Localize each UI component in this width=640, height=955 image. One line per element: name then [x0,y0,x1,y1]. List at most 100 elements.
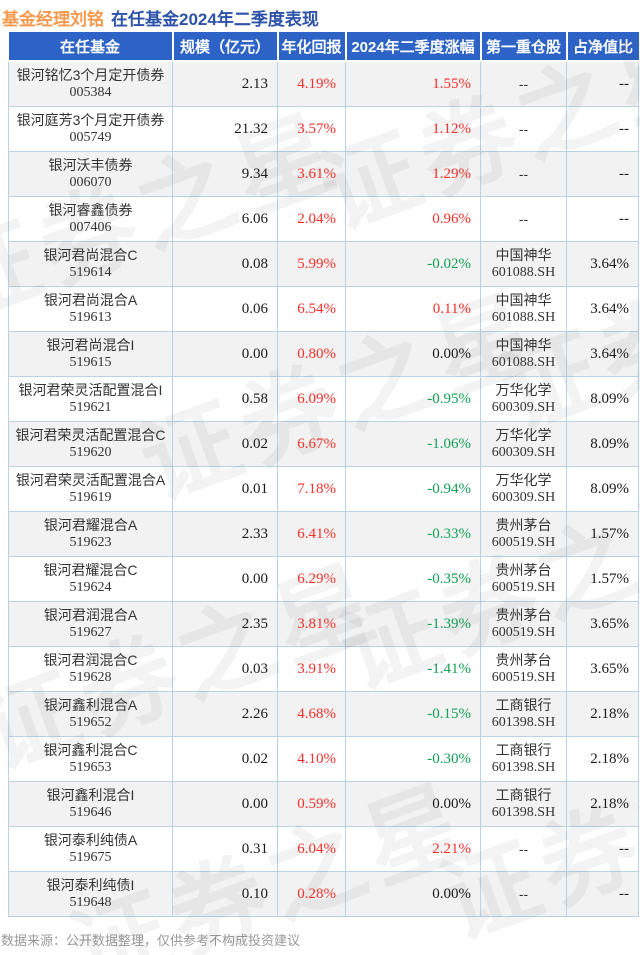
annual-return-cell: 3.81% [277,601,346,647]
q2-change-cell: -0.35% [345,556,481,602]
top-holding-cell: 工商银行 601398.SH [480,736,567,782]
top-holding-cell: 万华化学 600309.SH [480,421,567,467]
nav-ratio-cell: 3.65% [566,601,639,647]
holding-code: 601088.SH [491,355,556,370]
table-row: 银河鑫利混合C 519653 0.02 4.10% -0.30% 工商银行 601398.S… [8,736,639,782]
holding-name: 万华化学 [495,382,552,398]
scale-cell: 2.35 [172,601,278,647]
table-row: 银河鑫利混合I 519646 0.00 0.59% 0.00% 工商银行 601398.SH… [8,781,639,827]
fund-code: 007406 [69,220,112,235]
holding-name: 贵州茅台 [495,652,552,668]
fund-name: 银河君耀混合A [43,517,138,533]
fund-code: 519675 [69,850,112,865]
scale-cell: 0.02 [172,736,278,782]
q2-change-cell: 0.11% [345,286,481,332]
fund-name-cell: 银河君荣灵活配置混合A 519619 [8,466,173,512]
holding-name: 工商银行 [495,697,552,713]
nav-ratio-cell: 8.09% [566,466,639,512]
nav-ratio-cell: 2.18% [566,691,639,737]
annual-return-cell: 3.91% [277,646,346,692]
fund-name-cell: 银河君润混合C 519628 [8,646,173,692]
top-holding-cell: -- [480,60,567,107]
annual-return-cell: 6.67% [277,421,346,467]
scale-cell: 0.10 [172,871,278,917]
annual-return-cell: 6.29% [277,556,346,602]
table-row: 银河庭芳3个月定开债券 005749 21.32 3.57% 1.12% -- -- [8,106,639,152]
top-holding-cell: 万华化学 600309.SH [480,466,567,512]
column-header-q2-change: 2024年二季度涨幅 [345,32,482,62]
fund-code: 519648 [69,895,112,910]
table-row: 银河君荣灵活配置混合A 519619 0.01 7.18% -0.94% 万华化学 6003… [8,466,639,512]
nav-ratio-cell: 3.65% [566,646,639,692]
top-holding-cell: 贵州茅台 600519.SH [480,646,567,692]
q2-change-cell: 0.00% [345,781,481,827]
fund-code: 519646 [69,805,112,820]
fund-name: 银河泰利纯债I [46,877,135,893]
top-holding-cell: 中国神华 601088.SH [480,286,567,332]
holding-code: 601398.SH [491,715,556,730]
annual-return-cell: 0.28% [277,871,346,917]
fund-code: 519615 [69,355,112,370]
holding-name: 工商银行 [495,742,552,758]
fund-code: 519623 [69,535,112,550]
fund-code: 519619 [69,490,112,505]
q2-change-cell: 1.29% [345,151,481,197]
nav-ratio-cell: -- [566,196,639,242]
top-holding-cell: 中国神华 601088.SH [480,241,567,287]
scale-cell: 0.00 [172,331,278,377]
q2-change-cell: -0.33% [345,511,481,557]
fund-name-cell: 银河沃丰债券 006070 [8,151,173,197]
holding-name: 万华化学 [495,427,552,443]
fund-name: 银河鑫利混合A [43,697,138,713]
column-header-top-holding: 第一重仓股 [480,32,568,62]
table-row: 银河睿鑫债券 007406 6.06 2.04% 0.96% -- -- [8,196,639,242]
q2-change-cell: -1.41% [345,646,481,692]
funds-table: 在任基金 规模（亿元） 年化回报 2024年二季度涨幅 第一重仓股 占净值比 银… [8,32,639,917]
top-holding-cell: 贵州茅台 600519.SH [480,511,567,557]
annual-return-cell: 4.68% [277,691,346,737]
nav-ratio-cell: 2.18% [566,781,639,827]
column-header-fund: 在任基金 [8,32,174,62]
table-row: 银河君耀混合A 519623 2.33 6.41% -0.33% 贵州茅台 600519.S… [8,511,639,557]
fund-name-cell: 银河君尚混合C 519614 [8,241,173,287]
scale-cell: 2.26 [172,691,278,737]
holding-name: 贵州茅台 [495,517,552,533]
scale-cell: 0.58 [172,376,278,422]
holding-code: 601398.SH [491,760,556,775]
fund-name: 银河睿鑫债券 [48,202,133,218]
fund-name: 银河沃丰债券 [48,157,133,173]
scale-cell: 0.00 [172,556,278,602]
scale-cell: 0.31 [172,826,278,872]
holding-name: 工商银行 [495,787,552,803]
holding-code: 601088.SH [491,310,556,325]
top-holding-cell: 贵州茅台 600519.SH [480,601,567,647]
nav-ratio-cell: 3.64% [566,331,639,377]
fund-name: 银河鑫利混合I [46,787,135,803]
q2-change-cell: -0.94% [345,466,481,512]
annual-return-cell: 3.57% [277,106,346,152]
table-row: 银河君尚混合A 519613 0.06 6.54% 0.11% 中国神华 601088.SH… [8,286,639,332]
holding-code: 600519.SH [491,535,556,550]
q2-change-cell: -0.95% [345,376,481,422]
nav-ratio-cell: 8.09% [566,421,639,467]
nav-ratio-cell: -- [566,826,639,872]
scale-cell: 0.02 [172,421,278,467]
q2-change-cell: 0.00% [345,331,481,377]
fund-code: 005384 [69,85,112,100]
annual-return-cell: 7.18% [277,466,346,512]
fund-code: 519620 [69,445,112,460]
fund-name-cell: 银河君润混合A 519627 [8,601,173,647]
holding-name: 中国神华 [495,247,552,263]
table-row: 银河君尚混合I 519615 0.00 0.80% 0.00% 中国神华 601088.SH… [8,331,639,377]
fund-name: 银河君耀混合C [43,562,138,578]
fund-name-cell: 银河睿鑫债券 007406 [8,196,173,242]
fund-code: 519614 [69,265,112,280]
fund-name: 银河君尚混合I [46,337,135,353]
nav-ratio-cell: -- [566,60,639,107]
top-holding-cell: 贵州茅台 600519.SH [480,556,567,602]
annual-return-cell: 6.54% [277,286,346,332]
q2-change-cell: -0.02% [345,241,481,287]
table-row: 银河君荣灵活配置混合C 519620 0.02 6.67% -1.06% 万华化学 6003… [8,421,639,467]
fund-name-cell: 银河君尚混合A 519613 [8,286,173,332]
q2-change-cell: 1.55% [345,60,481,107]
